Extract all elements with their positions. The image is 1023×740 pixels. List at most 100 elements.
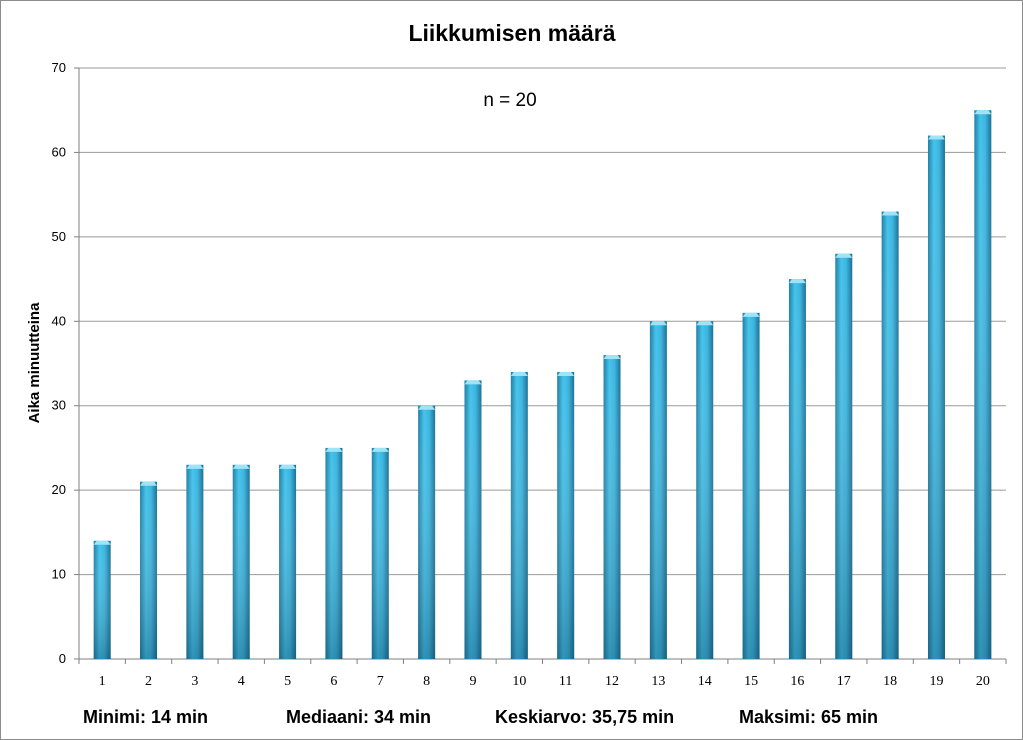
y-tick-label: 10	[52, 567, 66, 582]
bar-cap	[232, 464, 250, 469]
bar-shade	[186, 464, 204, 659]
y-tick-label: 0	[59, 651, 66, 666]
bar-cap	[974, 110, 992, 115]
y-tick-label: 30	[52, 398, 66, 413]
bar	[603, 355, 621, 659]
bar-shade	[232, 464, 250, 659]
bar-cap	[557, 371, 575, 376]
bar-shade	[927, 135, 945, 660]
y-tick-label: 50	[52, 229, 66, 244]
bar-shade	[881, 211, 899, 659]
x-tick-label: 18	[883, 674, 897, 689]
bar-shade	[510, 371, 528, 659]
x-tick-label: 5	[284, 674, 291, 689]
gridlines	[74, 67, 1006, 660]
bar	[835, 253, 853, 659]
bar-cap	[835, 253, 853, 258]
bar	[232, 464, 250, 659]
bar	[418, 405, 436, 659]
bar	[93, 540, 111, 659]
bar-cap	[93, 540, 111, 545]
bar-shade	[974, 110, 992, 659]
bar	[557, 371, 575, 659]
sample-size-annotation: n = 20	[483, 90, 536, 111]
x-tick-label: 7	[377, 674, 384, 689]
bar-shade	[742, 312, 760, 659]
x-tick-label: 15	[744, 674, 758, 689]
x-tick-label: 20	[976, 674, 990, 689]
x-tick-label: 16	[790, 674, 804, 689]
x-tick-label: 10	[512, 674, 526, 689]
stat-minimum: Minimi: 14 min	[83, 707, 209, 727]
x-tick-label: 3	[191, 674, 198, 689]
x-tick-label: 2	[145, 674, 152, 689]
bar	[186, 464, 204, 659]
y-axis-ticks: 0 10 20 30 40 50 60 70	[52, 60, 66, 666]
bar	[464, 380, 482, 659]
stat-mean: Keskiarvo: 35,75 min	[495, 707, 675, 727]
x-tick-label: 19	[929, 674, 943, 689]
x-tick-label: 8	[423, 674, 430, 689]
bar-cap	[140, 481, 158, 486]
bar-cap	[649, 321, 667, 326]
bar	[371, 447, 389, 659]
summary-statistics: Minimi: 14 min Mediaani: 34 min Keskiarv…	[1, 707, 1022, 733]
bar-cap	[325, 447, 343, 452]
bar	[927, 135, 945, 660]
bar-shade	[557, 371, 575, 659]
bar-cap	[788, 279, 806, 284]
x-tick-label: 13	[651, 674, 665, 689]
bar-shade	[279, 464, 297, 659]
bar-shade	[418, 405, 436, 659]
bar-cap	[371, 447, 389, 452]
y-tick-label: 20	[52, 482, 66, 497]
bar-shade	[325, 447, 343, 659]
x-tick-label: 6	[330, 674, 337, 689]
bar	[140, 481, 158, 659]
bar	[696, 321, 714, 659]
bar	[788, 279, 806, 659]
bar-shade	[696, 321, 714, 659]
y-tick-label: 70	[52, 60, 66, 75]
x-tick-label: 4	[238, 674, 245, 689]
bar-cap	[510, 371, 528, 376]
bar-shade	[140, 481, 158, 659]
x-tick-label: 17	[837, 674, 851, 689]
stat-median: Mediaani: 34 min	[286, 707, 432, 727]
bar-cap	[186, 464, 204, 469]
bar-cap	[464, 380, 482, 385]
x-tick-label: 11	[559, 674, 572, 689]
x-axis-ticks: 1 2 3 4 5 6 7 8 9 10 11 12 13 14 15 16 17 18 19 20	[78, 659, 1007, 689]
bar-cap	[603, 355, 621, 360]
y-tick-label: 40	[52, 313, 66, 328]
bar-cap	[696, 321, 714, 326]
bar-shade	[603, 355, 621, 659]
stat-maximum: Maksimi: 65 min	[739, 707, 879, 727]
bar	[742, 312, 760, 659]
bar-cap	[742, 312, 760, 317]
bar-shade	[835, 253, 853, 659]
bar-cap	[418, 405, 436, 410]
x-tick-label: 14	[698, 674, 712, 689]
bar-shade	[788, 279, 806, 659]
bar	[974, 110, 992, 659]
bar	[510, 371, 528, 659]
bar	[649, 321, 667, 659]
chart-title: Liikkumisen määrä	[408, 20, 615, 46]
y-axis-label: Aika minuutteina	[26, 302, 43, 424]
bar-cap	[881, 211, 899, 216]
x-tick-label: 1	[99, 674, 106, 689]
bars	[93, 110, 992, 660]
bar-shade	[93, 540, 111, 659]
bar	[325, 447, 343, 659]
x-tick-label: 12	[605, 674, 619, 689]
bar-cap	[279, 464, 297, 469]
bar-shade	[464, 380, 482, 659]
bar-cap	[927, 135, 945, 140]
bar	[279, 464, 297, 659]
x-tick-label: 9	[469, 674, 476, 689]
bar	[881, 211, 899, 659]
bar-shade	[371, 447, 389, 659]
